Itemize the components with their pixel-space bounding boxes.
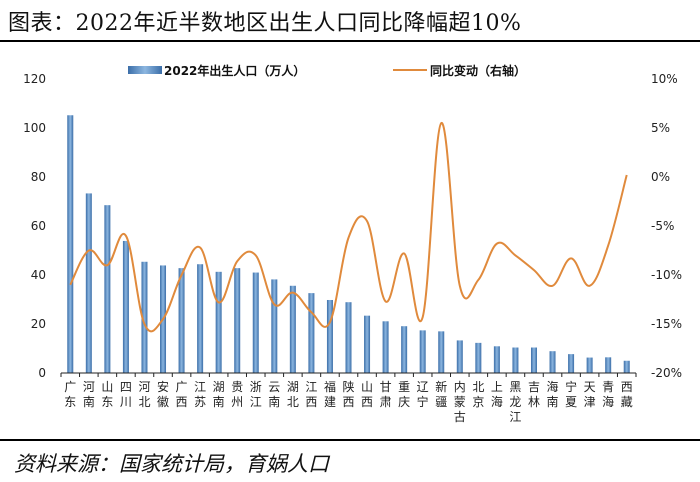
bar-10 <box>234 268 241 373</box>
x-tick-label: 河南 <box>83 380 95 409</box>
x-tick-label: 广东 <box>64 380 76 409</box>
title-rule <box>0 40 700 42</box>
bar-18 <box>382 321 389 373</box>
bar-27 <box>549 351 556 373</box>
legend: 2022年出生人口（万人） 同比变动（右轴） <box>128 63 526 78</box>
x-tick-label: 四川 <box>120 380 132 409</box>
x-tick-label: 山东 <box>101 380 113 409</box>
yoy-change-line <box>69 122 628 333</box>
bar-28 <box>568 354 575 373</box>
x-tick-label: 青海 <box>602 380 614 409</box>
bar-19 <box>401 326 408 373</box>
bar-26 <box>530 347 537 373</box>
bar-29 <box>586 357 593 373</box>
y-right-tick-label: 10% <box>651 72 678 86</box>
bar-11 <box>252 272 259 373</box>
y-right-tick-label: 5% <box>651 121 670 135</box>
x-tick-label: 北京 <box>472 380 484 409</box>
bar-12 <box>271 279 278 373</box>
x-tick-label: 江西 <box>305 380 317 409</box>
x-tick-label: 甘肃 <box>380 380 392 409</box>
x-tick-label: 广西 <box>176 380 188 409</box>
x-tick-label: 黑龙江 <box>509 380 521 424</box>
legend-line-label: 同比变动（右轴） <box>430 63 526 78</box>
x-tick-label: 海南 <box>547 379 559 409</box>
line-series <box>69 122 628 333</box>
x-tick-label: 陕西 <box>342 379 354 409</box>
bar-2 <box>85 193 92 373</box>
x-tick-label: 重庆 <box>398 380 410 409</box>
legend-bar-swatch <box>128 66 162 74</box>
bar-30 <box>605 357 612 373</box>
bar-16 <box>345 302 352 373</box>
x-tick-label: 吉林 <box>528 380 540 409</box>
bar-series <box>67 115 630 373</box>
y-right-tick-label: -15% <box>651 317 682 331</box>
x-tick-label: 江苏 <box>194 380 206 409</box>
y-left-tick-label: 20 <box>31 317 46 331</box>
y-right-tick-label: -10% <box>651 268 682 282</box>
x-tick-label: 湖北 <box>287 379 299 409</box>
legend-bar-label: 2022年出生人口（万人） <box>164 63 305 78</box>
bar-13 <box>289 285 296 373</box>
x-tick-label: 新疆 <box>435 379 447 409</box>
x-tick-label: 内蒙古 <box>454 380 466 424</box>
y-left-tick-label: 40 <box>31 268 46 282</box>
bar-23 <box>475 342 482 373</box>
x-tick-label: 天津 <box>584 380 596 409</box>
title-bar: 图表：2022年近半数地区出生人口同比降幅超10% <box>0 0 700 42</box>
bar-21 <box>438 331 445 373</box>
bar-3 <box>104 205 111 373</box>
bar-7 <box>178 268 185 373</box>
bar-22 <box>456 340 463 373</box>
x-tick-label: 辽宁 <box>417 380 429 409</box>
x-tick-label: 河北 <box>138 380 150 409</box>
bar-20 <box>419 330 426 373</box>
x-tick-label: 贵州 <box>231 380 243 409</box>
y-right-tick-label: 0% <box>651 170 670 184</box>
x-tick-label: 云南 <box>268 380 280 409</box>
bar-8 <box>197 264 204 373</box>
bar-5 <box>141 261 148 373</box>
y-left-tick-label: 120 <box>23 72 46 86</box>
x-tick-label: 山西 <box>361 380 373 409</box>
y-right-tick-label: -20% <box>651 366 682 380</box>
source-note: 资料来源：国家统计局，育娲人口 <box>14 452 329 476</box>
footer-rule <box>0 439 700 441</box>
x-tick-label: 上海 <box>491 380 503 409</box>
chart-title: 图表：2022年近半数地区出生人口同比降幅超10% <box>8 11 522 36</box>
x-tick-label: 安徽 <box>157 379 169 409</box>
y-left-tick-label: 100 <box>23 121 46 135</box>
x-tick-label: 福建 <box>324 379 336 409</box>
bar-1 <box>67 115 74 373</box>
x-tick-label: 湖南 <box>213 379 225 409</box>
x-tick-label: 西藏 <box>621 380 633 409</box>
bar-15 <box>326 299 333 373</box>
y-left-tick-label: 80 <box>31 170 46 184</box>
bar-14 <box>308 293 315 373</box>
x-tick-label: 宁夏 <box>565 379 577 409</box>
bar-17 <box>364 315 371 373</box>
x-tick-label: 浙江 <box>250 380 262 409</box>
bar-9 <box>215 271 222 373</box>
bar-31 <box>623 360 630 373</box>
y-left-tick-label: 0 <box>38 366 46 380</box>
y-right-tick-label: -5% <box>651 219 674 233</box>
bar-24 <box>493 346 500 373</box>
bar-25 <box>512 347 519 373</box>
bar-4 <box>122 240 129 373</box>
y-left-tick-label: 60 <box>31 219 46 233</box>
